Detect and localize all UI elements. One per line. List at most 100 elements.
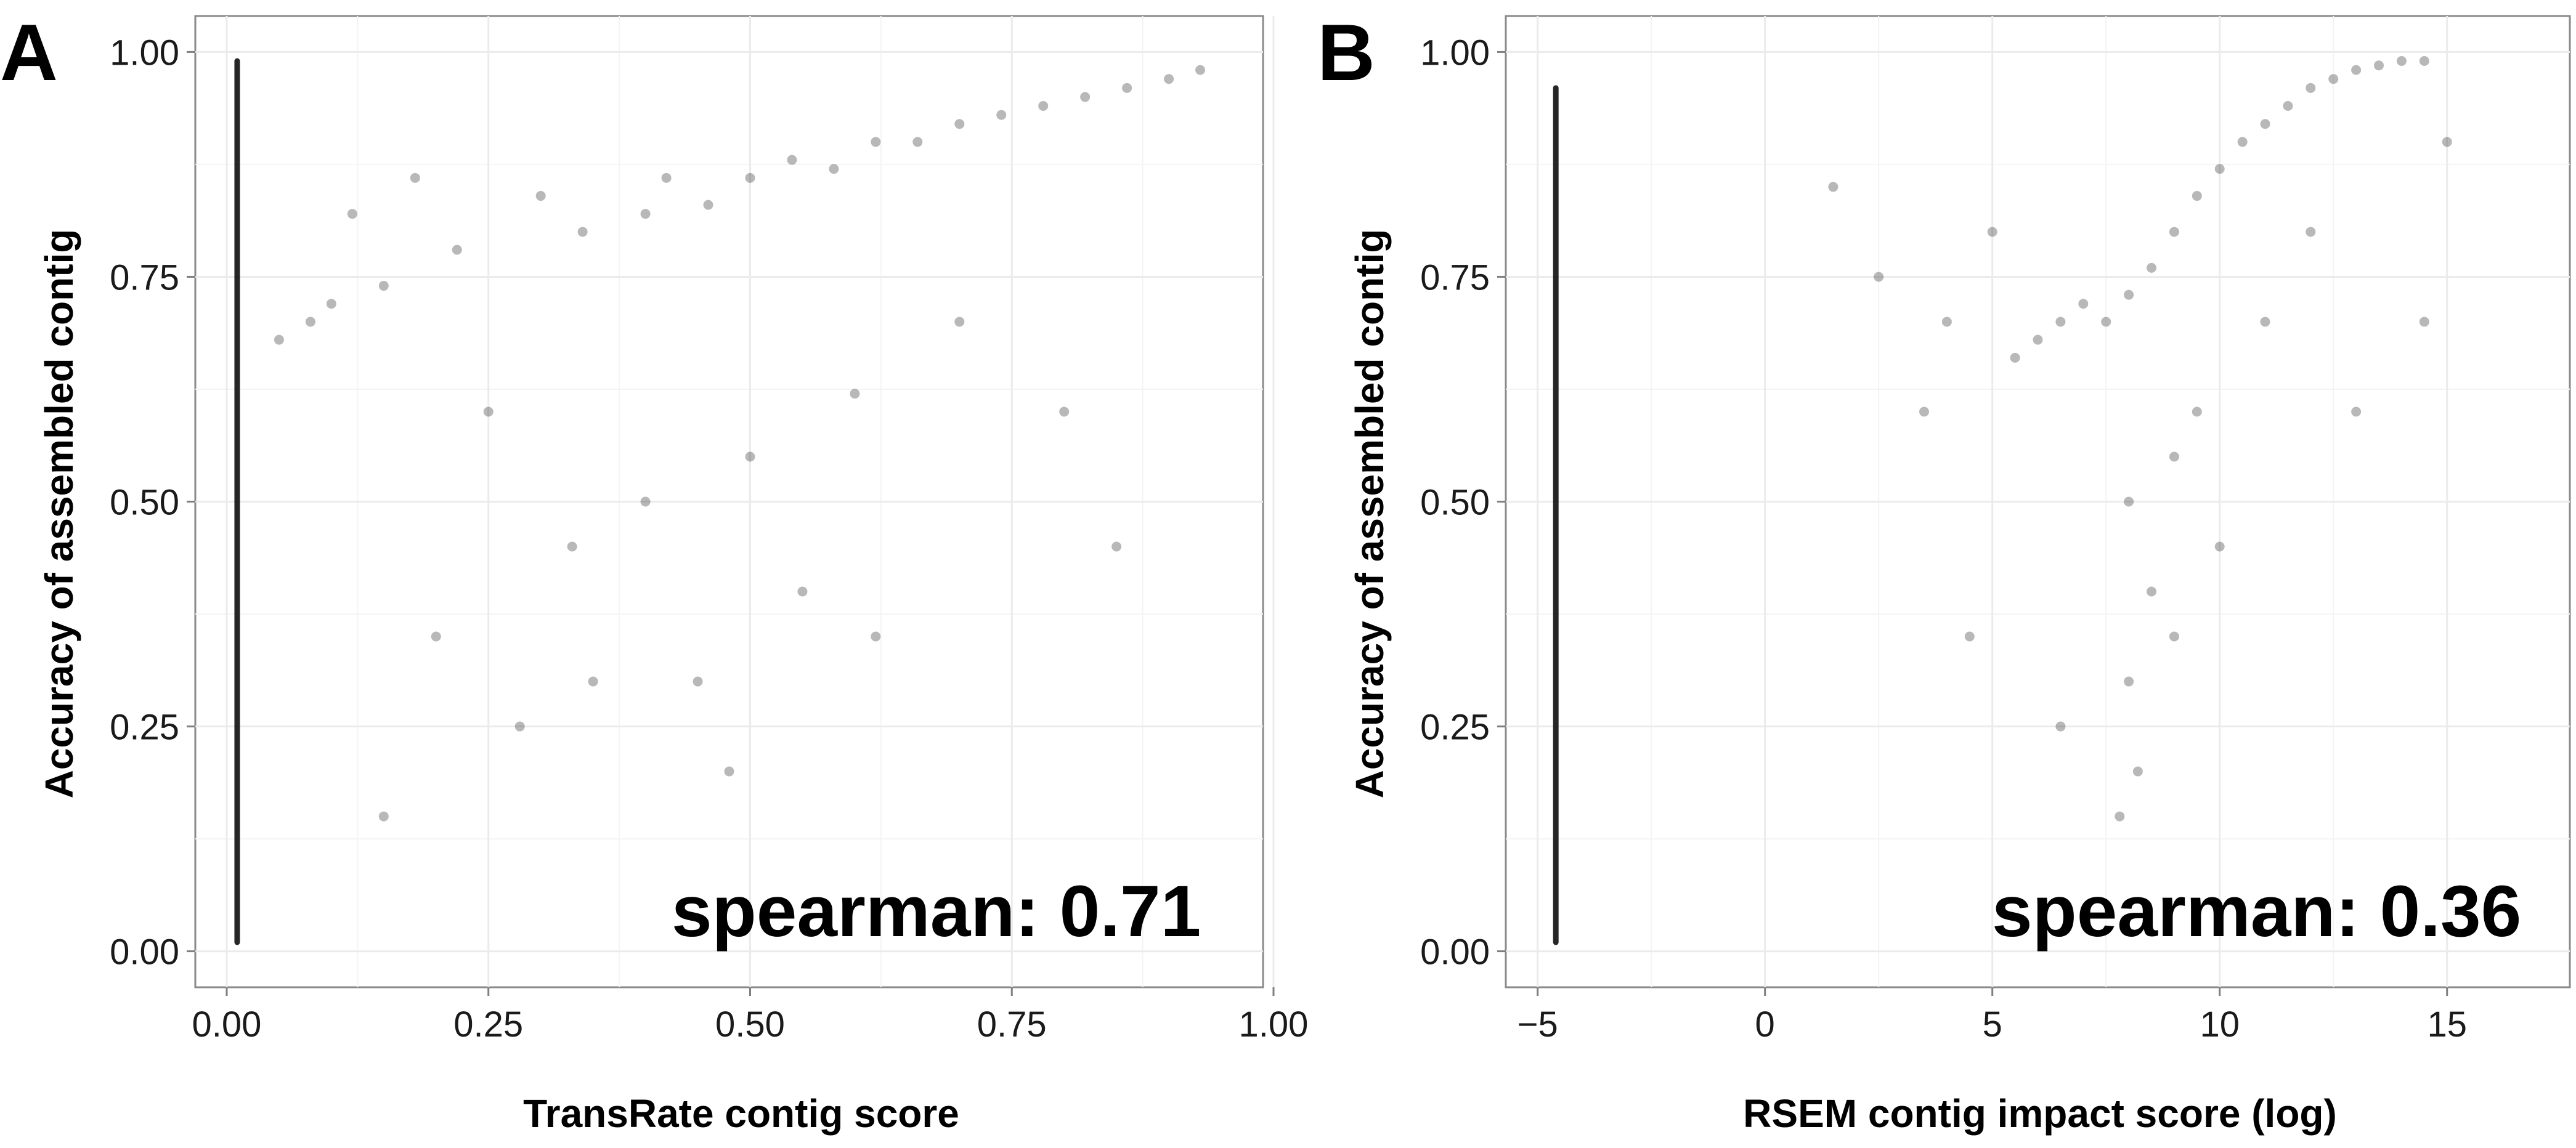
data-point <box>2237 137 2248 147</box>
data-point <box>2351 65 2362 75</box>
spearman-annotation-b: spearman: 0.36 <box>1992 871 2521 952</box>
data-point <box>954 119 965 129</box>
data-point <box>2101 317 2111 327</box>
data-point <box>2442 137 2452 147</box>
data-point <box>2260 119 2270 129</box>
data-point <box>2124 289 2134 300</box>
tick-labels-a: 0.00 0.25 0.50 0.75 1.00 0.00 0.25 0.50 0.75 1.00 <box>110 33 1308 1045</box>
data-point <box>661 172 672 183</box>
data-point <box>2192 406 2202 417</box>
data-point <box>410 172 420 183</box>
axis-ticks-b <box>1497 51 2448 996</box>
data-point <box>2033 334 2043 345</box>
x-axis-title-b: RSEM contig impact score (log) <box>1743 1091 2337 1136</box>
data-point <box>2147 262 2157 273</box>
data-point <box>2124 676 2134 687</box>
data-point <box>2328 74 2339 84</box>
data-point <box>2169 227 2179 237</box>
data-point <box>2214 164 2225 174</box>
panel-label-b: B <box>1317 7 1375 97</box>
data-point <box>996 110 1007 120</box>
y-tick-label: 0.25 <box>110 708 179 748</box>
data-point <box>871 631 881 642</box>
x-tick-label: 15 <box>2427 1004 2467 1045</box>
y-tick-label: 0.75 <box>1420 257 1490 297</box>
data-point <box>640 496 651 507</box>
data-point <box>693 676 703 687</box>
data-point <box>1964 631 1975 642</box>
x-tick-label: 0 <box>1755 1004 1775 1045</box>
y-tick-label: 0.75 <box>110 257 179 297</box>
data-point <box>797 586 808 597</box>
data-point <box>326 299 336 309</box>
x-tick-label: 0.50 <box>715 1004 785 1045</box>
data-point <box>431 631 441 642</box>
data-point <box>1080 92 1091 102</box>
data-point <box>1122 83 1132 93</box>
data-point <box>452 245 462 255</box>
data-point <box>787 155 797 165</box>
x-axis-title-a: TransRate contig score <box>523 1091 959 1136</box>
x-tick-label: 10 <box>2200 1004 2240 1045</box>
data-point <box>745 172 755 183</box>
data-point <box>1195 65 1206 75</box>
data-point <box>2115 811 2125 822</box>
data-point <box>912 137 923 147</box>
data-point <box>1059 406 1070 417</box>
data-point <box>2124 496 2134 507</box>
y-axis-title-a: Accuracy of assembled contig <box>37 229 81 799</box>
data-point <box>274 334 284 345</box>
data-point <box>577 227 588 237</box>
y-tick-label: 0.50 <box>1420 483 1490 523</box>
data-point <box>2419 56 2429 67</box>
y-axis-title-b: Accuracy of assembled contig <box>1347 229 1392 799</box>
data-point <box>2374 60 2384 71</box>
data-point <box>2306 227 2316 237</box>
data-point <box>2192 191 2202 201</box>
x-tick-label: 5 <box>1983 1004 2002 1045</box>
data-point <box>703 200 713 210</box>
data-point <box>1874 272 1884 282</box>
data-point <box>305 317 315 327</box>
y-tick-label: 0.00 <box>110 932 179 972</box>
data-point <box>2306 83 2316 93</box>
x-tick-label: 0.00 <box>192 1004 262 1045</box>
data-point <box>483 406 494 417</box>
data-point <box>588 676 598 687</box>
gridlines-a <box>195 16 1275 987</box>
tick-labels-b: −5 0 5 10 15 0.00 0.25 0.50 0.75 1.00 <box>1420 33 2467 1045</box>
x-tick-label: −5 <box>1518 1004 1558 1045</box>
x-tick-label: 0.25 <box>453 1004 523 1045</box>
data-point <box>535 191 546 201</box>
data-point <box>2351 406 2362 417</box>
data-point <box>2078 299 2089 309</box>
axis-ticks-a <box>187 51 1275 996</box>
data-point <box>2132 766 2143 777</box>
data-point <box>2169 631 2179 642</box>
data-point <box>2419 317 2429 327</box>
data-point <box>2010 352 2020 363</box>
data-point <box>724 766 734 777</box>
y-tick-label: 0.00 <box>1420 932 1490 972</box>
data-point <box>2169 451 2179 462</box>
data-point <box>640 209 651 219</box>
data-point <box>2283 101 2293 111</box>
data-point <box>567 541 577 552</box>
data-point <box>954 317 965 327</box>
data-point <box>2214 541 2225 552</box>
data-point <box>2055 721 2066 732</box>
data-point <box>378 811 389 822</box>
panel-a: A 0.00 0.25 0.50 0.75 1.00 0.00 0.25 0.50 0.75 1.… <box>0 7 1308 1136</box>
x-tick-label: 1.00 <box>1239 1004 1309 1045</box>
data-point <box>1987 227 1997 237</box>
data-point <box>2147 586 2157 597</box>
data-point <box>2055 317 2066 327</box>
data-point <box>850 389 860 399</box>
gridlines-b <box>1506 16 2570 987</box>
data-point <box>1941 317 1952 327</box>
y-tick-label: 1.00 <box>110 33 179 73</box>
data-point <box>2396 56 2407 67</box>
data-point <box>1828 182 1839 192</box>
panel-b: B −5 0 5 10 15 0.00 0.25 0.50 0.75 1.00 spearman:… <box>1317 7 2571 1136</box>
